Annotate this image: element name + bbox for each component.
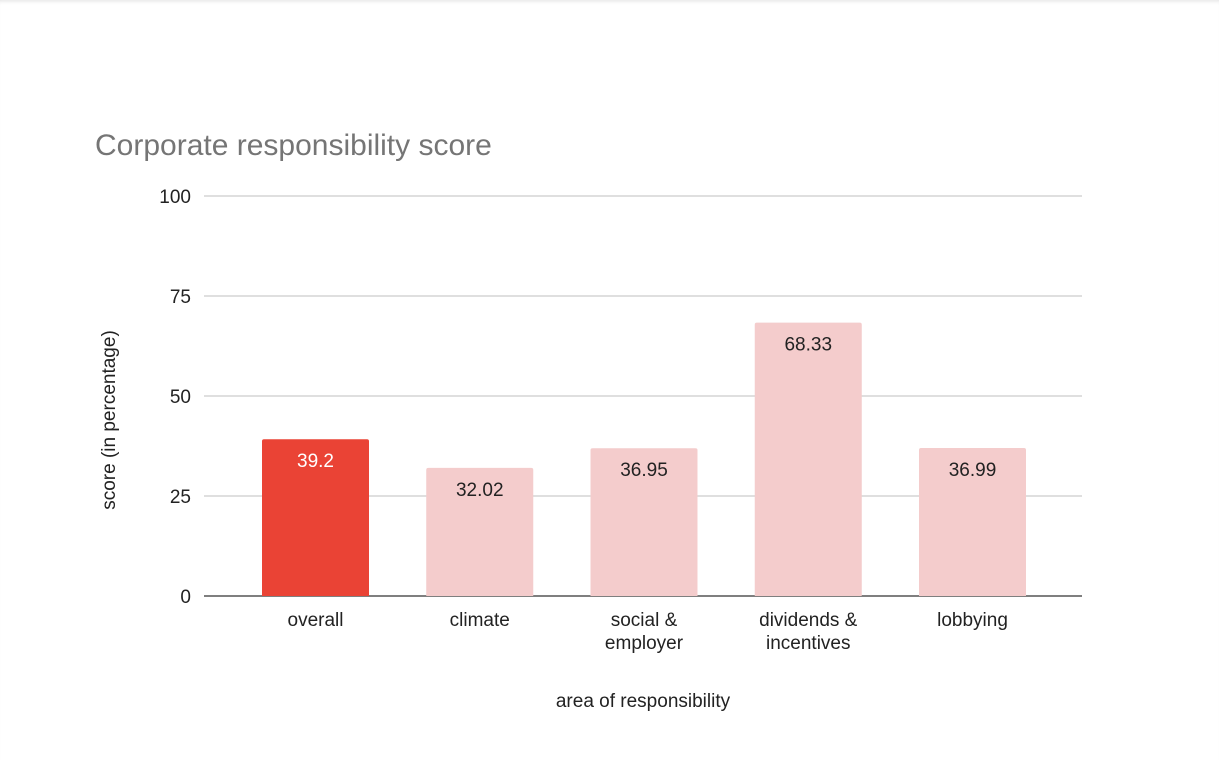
y-tick-label: 100 [159, 187, 191, 208]
x-tick-label: overall [288, 610, 344, 631]
data-label: 32.02 [456, 480, 504, 501]
bar [426, 467, 534, 596]
data-label: 39.2 [297, 451, 334, 472]
x-tick-label: dividends & [759, 610, 858, 631]
x-tick-label: incentives [766, 633, 851, 654]
y-tick-label: 50 [170, 387, 191, 408]
data-label: 36.99 [949, 460, 997, 481]
x-tick-label: climate [450, 610, 510, 631]
x-axis-label: area of responsibility [556, 691, 731, 712]
x-tick-label: lobbying [937, 610, 1008, 631]
bar [919, 448, 1026, 596]
data-label: 68.33 [784, 335, 832, 356]
x-tick-label: employer [605, 633, 684, 654]
y-tick-label: 75 [170, 287, 191, 308]
bar [262, 439, 369, 596]
bar [590, 448, 698, 596]
chart-title: Corporate responsibility score [95, 129, 492, 162]
y-tick-label: 0 [180, 587, 191, 608]
data-label: 36.95 [620, 460, 668, 481]
y-tick-label: 25 [170, 487, 191, 508]
x-tick-label: social & [611, 610, 678, 631]
y-axis-label: score (in percentage) [99, 330, 120, 510]
bar [754, 322, 862, 596]
